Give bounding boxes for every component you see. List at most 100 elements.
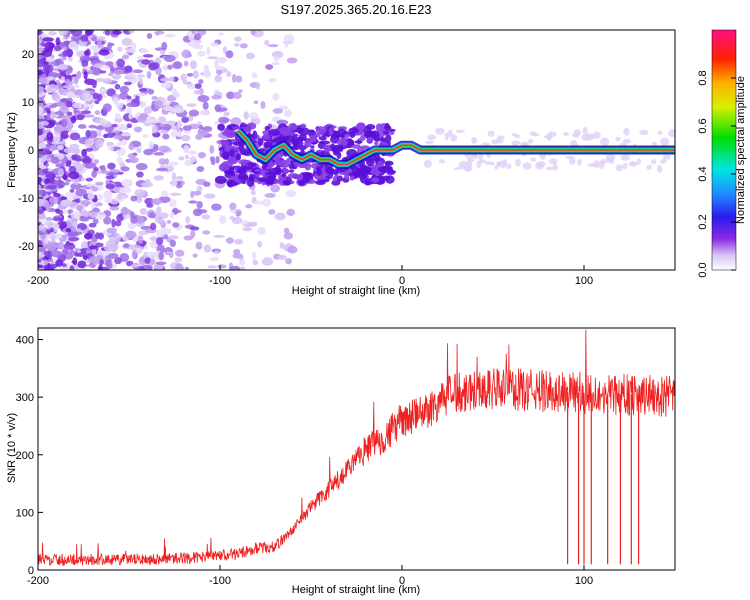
heatmap-cell	[246, 122, 257, 130]
heatmap-cell	[114, 113, 121, 120]
bottom-y-axis: 0 100 200 300 400	[16, 335, 43, 577]
heatmap-cell	[240, 220, 250, 225]
heatmap-cell	[100, 61, 106, 66]
heatmap-cell	[92, 218, 99, 225]
heatmap-cell	[143, 148, 154, 156]
heatmap-cell	[225, 50, 234, 59]
heatmap-cell	[49, 232, 56, 237]
heatmap-cell	[453, 167, 459, 171]
heatmap-cell	[495, 138, 504, 144]
heatmap-cell	[174, 257, 183, 263]
heatmap-cell	[275, 161, 285, 166]
heatmap-cell	[86, 183, 93, 188]
heatmap-cell	[370, 130, 380, 139]
heatmap-cell	[384, 161, 390, 167]
heatmap-cell	[314, 172, 325, 181]
heatmap-cell	[121, 178, 133, 188]
heatmap-cell	[143, 106, 153, 114]
heatmap-cell	[89, 245, 98, 250]
heatmap-cell	[155, 261, 167, 265]
heatmap-cell	[38, 246, 46, 253]
heatmap-cell	[44, 221, 54, 226]
heatmap-cell	[262, 134, 271, 140]
heatmap-cell	[83, 66, 91, 70]
heatmap-cell	[161, 41, 168, 51]
heatmap-cell	[582, 126, 588, 136]
heatmap-cell	[83, 232, 93, 240]
heatmap-cell	[69, 30, 77, 34]
heatmap-cell	[232, 126, 242, 130]
heatmap-cell	[61, 263, 67, 267]
heatmap-cell	[160, 81, 172, 89]
heatmap-cell	[81, 148, 88, 157]
heatmap-cell	[116, 156, 123, 165]
heatmap-cell	[383, 131, 390, 135]
heatmap-cell	[189, 60, 198, 70]
heatmap-cell	[68, 171, 80, 180]
heatmap-cell	[252, 251, 257, 261]
heatmap-cell	[425, 140, 434, 144]
heatmap-cell	[250, 189, 256, 196]
heatmap-cell	[183, 235, 194, 241]
heatmap-cell	[70, 182, 82, 190]
heatmap-cell	[338, 144, 344, 153]
heatmap-cell	[279, 159, 290, 169]
heatmap-cell	[38, 251, 44, 258]
heatmap-cell	[197, 129, 209, 136]
heatmap-cell	[60, 131, 66, 137]
heatmap-cell	[615, 136, 621, 142]
heatmap-cell	[73, 84, 80, 89]
heatmap-cell	[66, 111, 73, 116]
heatmap-cell	[38, 198, 45, 207]
heatmap-cell	[158, 145, 170, 153]
heatmap-cell	[331, 179, 341, 186]
heatmap-cell	[114, 257, 122, 265]
heatmap-cell	[196, 201, 203, 209]
heatmap-cell	[38, 58, 45, 68]
heatmap-cell	[545, 166, 555, 171]
heatmap-cell	[218, 116, 230, 124]
heatmap-cell	[171, 209, 182, 214]
heatmap-cell	[197, 50, 206, 57]
heatmap-cell	[268, 128, 281, 136]
colorbar-tick-label: 0.6	[697, 118, 709, 133]
heatmap-cell	[337, 128, 347, 138]
heatmap-cell	[239, 266, 246, 270]
heatmap-cell	[100, 170, 109, 174]
heatmap-cell	[660, 159, 667, 164]
heatmap-cell	[111, 74, 121, 80]
heatmap-cell	[46, 131, 54, 141]
heatmap-cell	[96, 131, 102, 137]
heatmap-cell	[98, 264, 103, 270]
heatmap-cell	[187, 83, 196, 90]
heatmap-cell	[91, 36, 97, 42]
heatmap-cell	[186, 103, 197, 107]
heatmap-cell	[304, 139, 312, 148]
heatmap-cell	[136, 56, 144, 60]
heatmap-cell	[44, 237, 49, 244]
heatmap-cell	[85, 177, 93, 182]
heatmap-cell	[217, 264, 227, 269]
top-y-axis-label: Frequency (Hz)	[6, 112, 18, 188]
heatmap-cell	[128, 156, 139, 164]
heatmap-cell	[87, 137, 94, 145]
heatmap-cell	[146, 71, 152, 79]
heatmap-cell	[65, 191, 77, 198]
heatmap-cell	[170, 179, 178, 187]
heatmap-cell	[38, 38, 43, 45]
heatmap-cell	[279, 105, 289, 110]
heatmap-cell	[72, 257, 78, 266]
heatmap-cell	[218, 215, 227, 224]
heatmap-cell	[298, 134, 307, 141]
heatmap-cell	[193, 33, 202, 41]
heatmap-cell	[197, 151, 207, 159]
heatmap-cell	[656, 164, 663, 173]
heatmap-cell	[252, 259, 259, 266]
heatmap-cell	[184, 154, 190, 160]
heatmap-cell	[315, 180, 326, 186]
heatmap-cell	[364, 179, 370, 186]
heatmap-cell	[125, 72, 137, 81]
heatmap-cell	[63, 242, 76, 250]
heatmap-cell	[332, 175, 338, 182]
heatmap-cell	[650, 159, 657, 165]
